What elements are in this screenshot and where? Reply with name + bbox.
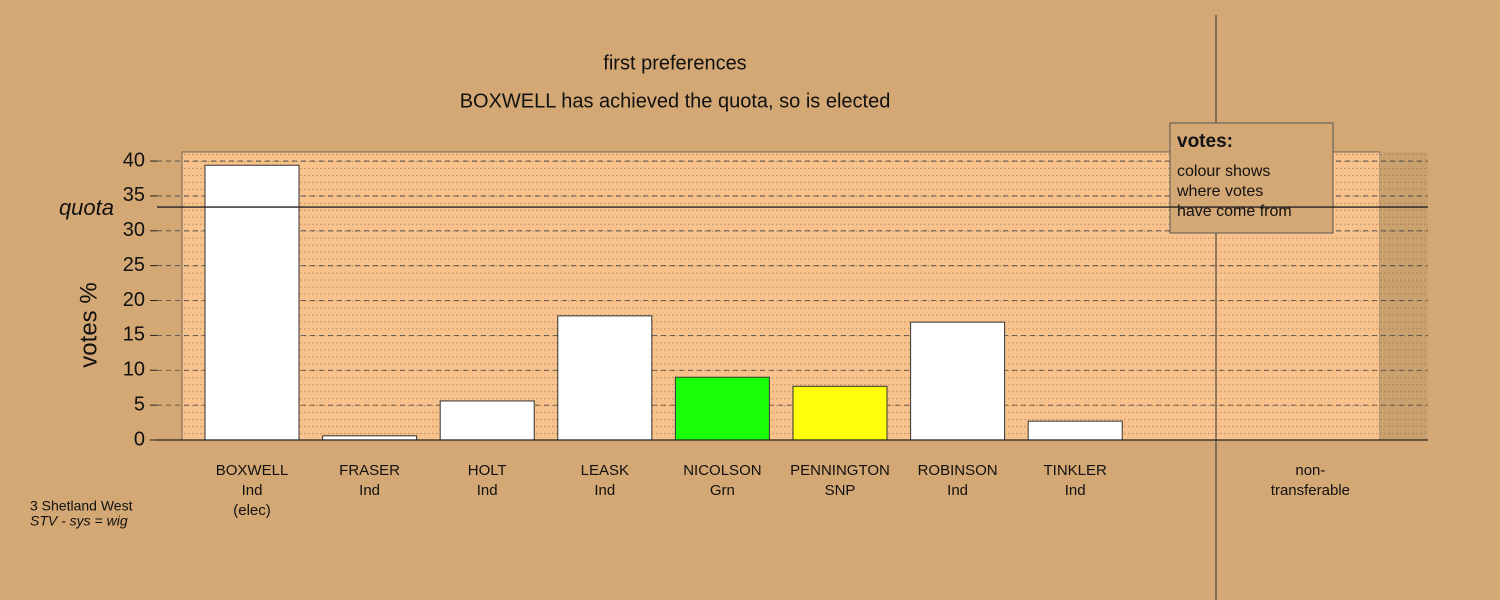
y-axis-label: votes % xyxy=(75,282,102,367)
bar xyxy=(674,376,770,441)
y-tick-label: 20 xyxy=(123,289,145,311)
bar xyxy=(322,435,418,441)
x-tick-label: SNP xyxy=(825,482,856,499)
legend: votes: colour shows where votes have com… xyxy=(1169,122,1334,234)
bar-layer xyxy=(204,164,1123,441)
x-tick-label: TINKLER xyxy=(1044,462,1108,479)
bar xyxy=(439,400,535,441)
x-tick-label: Ind xyxy=(477,482,498,499)
x-tick-label: (elec) xyxy=(233,502,271,519)
x-tick-label: Grn xyxy=(710,482,735,499)
x-tick-label: PENNINGTON xyxy=(790,462,890,479)
legend-text: where votes xyxy=(1176,183,1263,200)
legend-box xyxy=(1169,122,1334,234)
x-tick-label: non- xyxy=(1295,462,1325,479)
y-tick-label: 10 xyxy=(123,359,145,381)
bar xyxy=(910,321,1006,441)
chart-title: first preferences xyxy=(603,52,746,74)
y-tick-label: 15 xyxy=(123,324,145,346)
x-tick-label: ROBINSON xyxy=(918,462,998,479)
y-tick-label: 0 xyxy=(134,428,145,450)
y-tick-label: 40 xyxy=(123,149,145,171)
bar xyxy=(1027,420,1123,441)
x-tick-label: HOLT xyxy=(468,462,507,479)
x-tick-label: Ind xyxy=(1065,482,1086,499)
x-tick-label: Ind xyxy=(594,482,615,499)
x-tick-label: BOXWELL xyxy=(216,462,289,479)
y-tick-label: 5 xyxy=(134,393,145,415)
y-tick-label: 35 xyxy=(123,184,145,206)
bar xyxy=(792,385,888,441)
legend-text: have come from xyxy=(1177,203,1292,220)
x-tick-label: Ind xyxy=(242,482,263,499)
x-tick-label: NICOLSON xyxy=(683,462,761,479)
x-tick-label: FRASER xyxy=(339,462,400,479)
x-tick-label: LEASK xyxy=(581,462,629,479)
y-tick-label: 25 xyxy=(123,254,145,276)
x-tick-label: transferable xyxy=(1271,482,1350,499)
bar xyxy=(557,315,653,441)
legend-title: votes: xyxy=(1177,131,1233,152)
chart-subtitle: BOXWELL has achieved the quota, so is el… xyxy=(460,90,891,112)
quota-label: quota xyxy=(59,195,114,220)
y-tick-label: 30 xyxy=(123,219,145,241)
bar xyxy=(204,164,300,441)
x-tick-label: Ind xyxy=(359,482,380,499)
footnote: STV - sys = wig xyxy=(30,513,128,529)
legend-text: colour shows xyxy=(1177,163,1270,180)
footnote: 3 Shetland West xyxy=(30,498,133,514)
x-tick-label: Ind xyxy=(947,482,968,499)
